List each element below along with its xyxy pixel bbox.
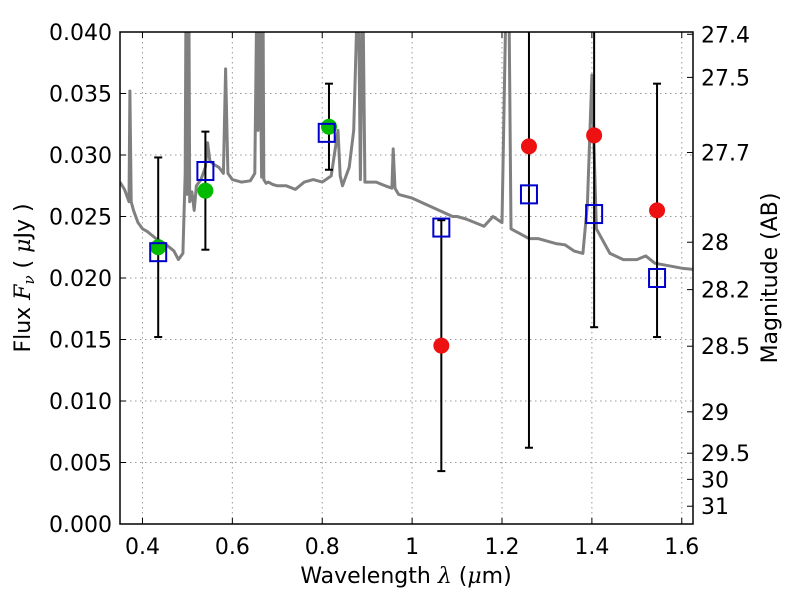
y-axis-label-open: ( <box>11 253 36 276</box>
model-flux-square <box>432 217 451 238</box>
y-tick-label: 0.015 <box>49 329 112 354</box>
y-tick-label: 0.005 <box>49 452 112 477</box>
x-axis-label-open: ( <box>452 564 468 589</box>
y-tick-label: 0.000 <box>49 513 112 538</box>
y-tick-label: 0.025 <box>49 206 112 231</box>
y2-tick-label: 30 <box>701 468 729 493</box>
x-tick-label: 1.4 <box>574 535 609 560</box>
y2-tick-label: 28.2 <box>701 279 750 304</box>
plot-frame <box>119 31 694 525</box>
x-tick-label: 0.4 <box>125 535 160 560</box>
y-axis-label-f: F <box>11 284 36 301</box>
model-flux-square <box>317 122 336 143</box>
x-axis-label-text: Wavelength <box>300 564 438 589</box>
y-tick-label: 0.010 <box>49 390 112 415</box>
y2-tick-label: 27.5 <box>701 66 750 91</box>
observed-point-red <box>649 202 666 219</box>
y-axis-label: Flux Fν ( μJy ) <box>11 203 38 352</box>
sed-model-line <box>120 32 693 271</box>
model-flux-square <box>648 268 667 288</box>
y2-tick-label: 27.4 <box>701 23 750 48</box>
y-tick-label: 0.020 <box>49 267 112 292</box>
y-axis-label-unit: Jy ) <box>11 203 36 240</box>
model-flux-square <box>519 184 538 205</box>
y2-axis-label: Magnitude (AB) <box>758 193 783 364</box>
grid-lines <box>120 31 693 525</box>
model-flux-square <box>585 204 604 225</box>
y-tick-label: 0.040 <box>49 21 112 46</box>
observed-point-red <box>433 337 450 354</box>
x-axis-label-mu: μ <box>467 564 481 589</box>
y2-tick-label: 29.5 <box>701 442 750 467</box>
model-flux-square <box>196 160 215 181</box>
y-tick-label: 0.035 <box>49 83 112 108</box>
y2-tick-label: 27.7 <box>701 142 750 167</box>
y-tick-label: 0.030 <box>49 144 112 169</box>
x-axis-label: Wavelength λ (μm) <box>300 564 511 589</box>
y-axis-label-text: Flux <box>11 300 36 353</box>
x-tick-label: 1 <box>405 535 419 560</box>
y2-tick-label: 29 <box>701 401 729 426</box>
observed-point-red <box>586 127 603 144</box>
observed-point-green <box>150 239 167 256</box>
plot-area <box>120 32 693 473</box>
y2-tick-label: 28 <box>701 231 729 256</box>
x-tick-label: 1.2 <box>485 535 520 560</box>
observed-point-red <box>520 138 537 155</box>
model-flux-square <box>149 242 168 263</box>
y-axis-label-mu: μ <box>11 239 36 253</box>
x-axis-label-unit: m) <box>482 564 512 589</box>
axis-ticks: 0.4 0.6 0.8 1 1.2 1.4 1.6 0.000 0.005 0.010 0.015 0… <box>49 21 750 560</box>
y2-tick-label: 31 <box>701 495 729 520</box>
x-tick-label: 0.6 <box>215 535 250 560</box>
x-axis-label-lambda: λ <box>437 564 452 589</box>
y2-tick-label: 28.5 <box>701 335 750 360</box>
y-axis-label-nu: ν <box>20 275 38 284</box>
observed-point-green <box>197 182 214 199</box>
x-tick-label: 0.8 <box>305 535 340 560</box>
x-tick-label: 1.6 <box>664 535 699 560</box>
